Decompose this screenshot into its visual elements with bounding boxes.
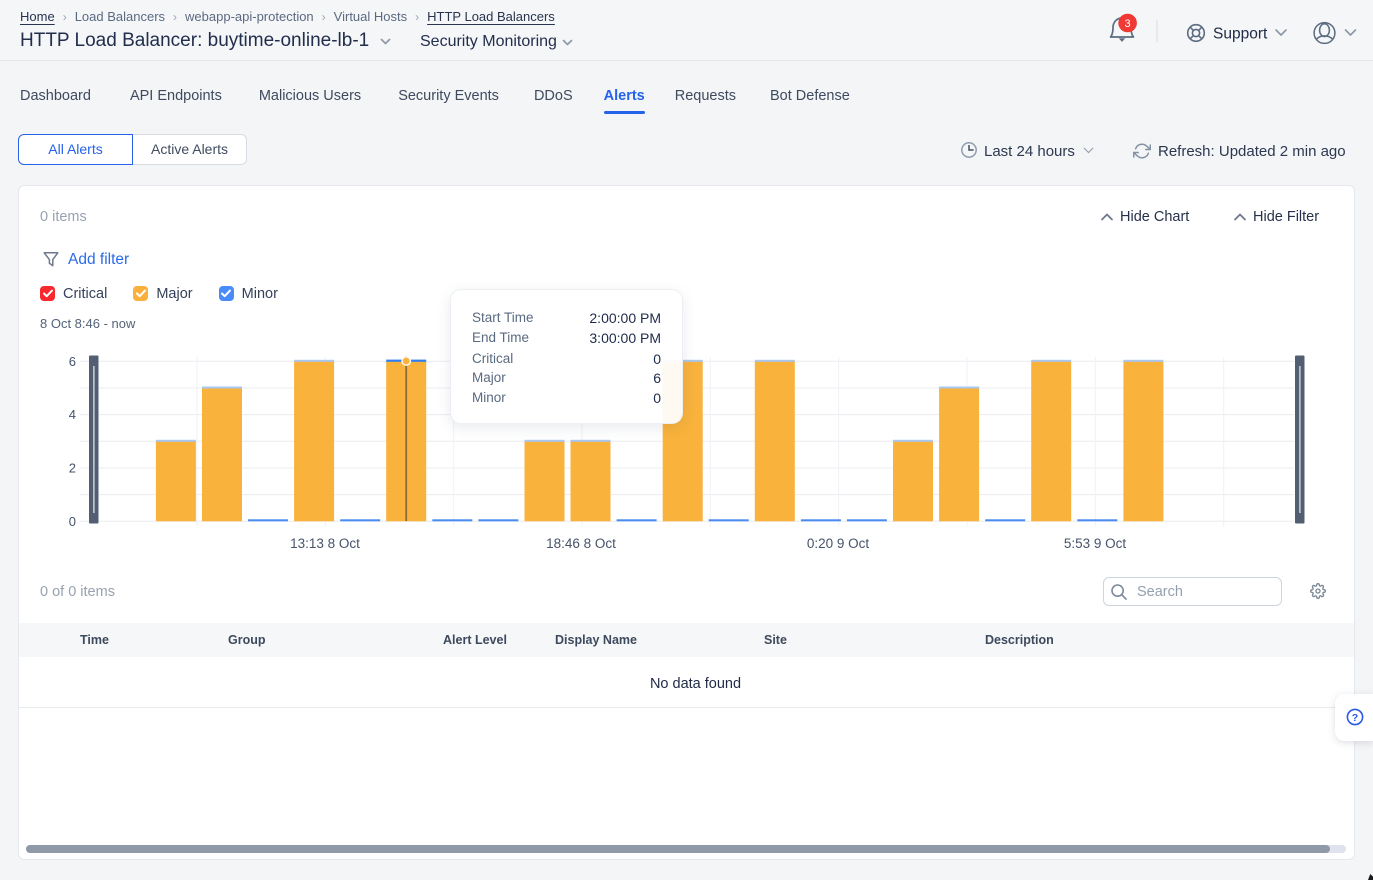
svg-text:?: ?	[1352, 712, 1358, 724]
svg-text:Support: Support	[1213, 26, 1268, 43]
svg-text:6: 6	[69, 354, 76, 369]
svg-text:0: 0	[69, 514, 76, 529]
svg-text:0:20 9 Oct: 0:20 9 Oct	[807, 536, 870, 551]
svg-text:2: 2	[69, 461, 76, 476]
svg-text:4: 4	[69, 407, 76, 422]
svg-text:3: 3	[1125, 18, 1131, 30]
svg-text:13:13 8 Oct: 13:13 8 Oct	[290, 536, 360, 551]
svg-text:18:46 8 Oct: 18:46 8 Oct	[546, 536, 616, 551]
svg-text:5:53 9 Oct: 5:53 9 Oct	[1064, 536, 1127, 551]
